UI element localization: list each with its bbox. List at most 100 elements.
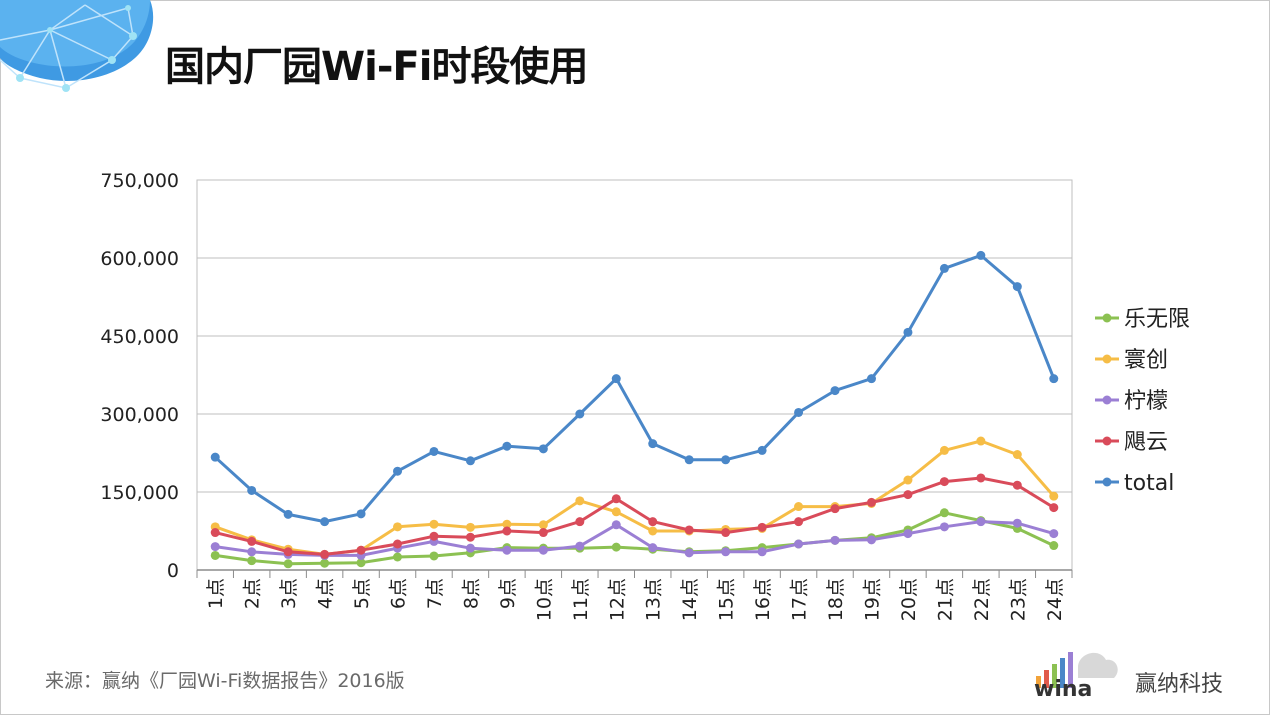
x-tick-label: 12点 — [606, 578, 628, 621]
data-point — [684, 455, 694, 465]
x-tick-label: 11点 — [570, 578, 592, 621]
data-point — [210, 528, 220, 538]
data-point — [429, 531, 439, 541]
data-point — [538, 528, 548, 538]
data-point — [1049, 541, 1059, 551]
data-point — [611, 494, 621, 504]
data-point — [538, 520, 548, 530]
data-point — [247, 536, 257, 546]
legend-item: total — [1095, 471, 1174, 496]
legend-label: 飓云 — [1124, 430, 1168, 455]
data-point — [1049, 374, 1059, 384]
data-point — [502, 526, 512, 536]
legend-label: total — [1124, 471, 1174, 496]
y-tick-label: 750,000 — [100, 170, 179, 192]
legend-label: 寰创 — [1124, 348, 1168, 373]
data-point — [721, 455, 731, 465]
data-point — [320, 549, 330, 559]
data-point — [1012, 518, 1022, 528]
data-point — [1049, 503, 1059, 513]
y-tick-label: 600,000 — [100, 248, 179, 270]
source-note: 来源：赢纳《厂园Wi-Fi数据报告》2016版 — [45, 670, 405, 692]
x-tick-label: 24点 — [1044, 578, 1066, 621]
series-line — [214, 476, 1055, 556]
data-point — [356, 558, 366, 568]
x-tick-label: 4点 — [315, 578, 337, 609]
data-point — [429, 519, 439, 529]
data-point — [830, 535, 840, 545]
data-point — [465, 522, 475, 532]
data-point — [903, 490, 913, 500]
x-tick-label: 10点 — [533, 578, 555, 621]
data-point — [757, 445, 767, 455]
data-point — [1012, 450, 1022, 460]
legend-marker — [1102, 313, 1112, 323]
x-tick-label: 17点 — [789, 578, 811, 621]
data-point — [575, 517, 585, 527]
legend-marker — [1102, 436, 1112, 446]
x-tick-label: 20点 — [898, 578, 920, 621]
data-point — [429, 551, 439, 561]
y-tick-label: 150,000 — [100, 482, 179, 504]
x-tick-label: 7点 — [424, 578, 446, 609]
data-point — [721, 547, 731, 557]
data-point — [247, 485, 257, 495]
x-tick-label: 13点 — [643, 578, 665, 621]
axes — [196, 569, 1073, 578]
data-point — [247, 556, 257, 566]
data-point — [757, 522, 767, 532]
data-point — [210, 542, 220, 552]
data-point — [939, 522, 949, 532]
legend-marker — [1102, 395, 1112, 405]
legend-item: 柠檬 — [1095, 389, 1168, 414]
data-point — [393, 539, 403, 549]
data-point — [721, 528, 731, 538]
legend-item: 乐无限 — [1095, 307, 1190, 332]
series-line — [214, 253, 1056, 524]
data-point — [939, 263, 949, 273]
data-point — [757, 547, 767, 557]
data-point — [465, 532, 475, 542]
series-柠檬 — [210, 517, 1059, 560]
x-tick-label: 6点 — [388, 578, 410, 609]
series-lines — [210, 250, 1059, 569]
legend-item: 飓云 — [1095, 430, 1168, 455]
series-寰创 — [210, 436, 1059, 559]
data-point — [830, 386, 840, 396]
data-point — [575, 496, 585, 506]
legend-item: 寰创 — [1095, 348, 1168, 373]
data-point — [903, 529, 913, 539]
x-tick-label: 14点 — [679, 578, 701, 621]
data-point — [866, 497, 876, 507]
data-point — [648, 543, 658, 553]
legend-marker — [1102, 477, 1112, 487]
data-point — [538, 545, 548, 555]
data-point — [903, 475, 913, 485]
x-tick-label: 8点 — [460, 578, 482, 609]
data-point — [648, 526, 658, 536]
wina-logo: wina — [1034, 652, 1118, 699]
data-point — [794, 407, 804, 417]
logo-wordmark: wina — [1034, 677, 1092, 699]
data-point — [356, 509, 366, 519]
data-point — [320, 517, 330, 527]
data-point — [465, 543, 475, 553]
y-tick-label: 0 — [167, 560, 179, 582]
data-point — [575, 409, 585, 419]
x-tick-label: 1点 — [205, 578, 227, 609]
x-tick-label: 15点 — [716, 578, 738, 621]
series-line — [214, 520, 1055, 557]
data-point — [794, 502, 804, 512]
data-point — [210, 550, 220, 560]
data-point — [1049, 529, 1059, 539]
data-point — [939, 508, 949, 518]
data-point — [393, 522, 403, 532]
x-tick-label: 2点 — [242, 578, 264, 609]
legend-marker — [1102, 354, 1112, 364]
data-point — [939, 445, 949, 455]
data-point — [210, 452, 220, 462]
data-point — [502, 441, 512, 451]
data-point — [502, 519, 512, 529]
